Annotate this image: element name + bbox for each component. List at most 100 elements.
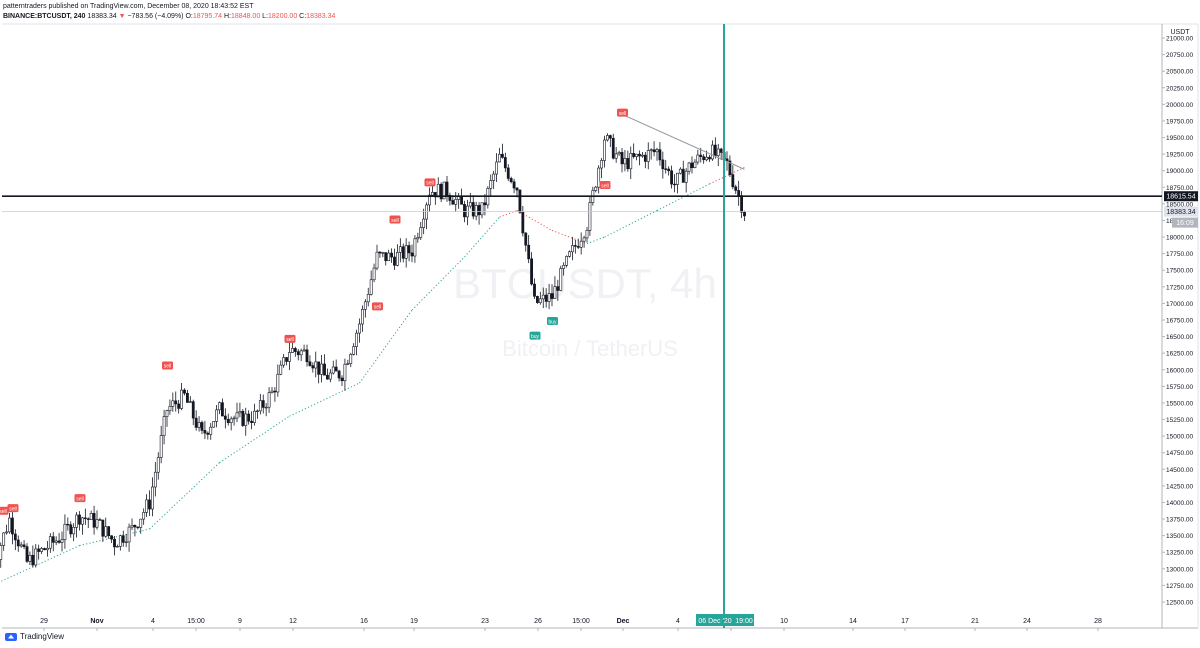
time-tick-label: 15:00 <box>572 618 590 625</box>
candle-body <box>113 538 116 548</box>
price-tick-label: 14750.00 <box>1166 450 1193 457</box>
crosshair-date-label: 06 Dec '20 <box>698 618 731 625</box>
time-tick-label: 24 <box>1023 618 1031 625</box>
sell-signal-tag <box>617 108 628 117</box>
candle-body <box>448 195 452 201</box>
candle-body <box>600 160 603 169</box>
candle-body <box>676 172 679 185</box>
candle-body <box>133 524 137 528</box>
time-tick-label: 12 <box>289 618 297 625</box>
candle-body <box>515 187 519 191</box>
candle-body <box>544 294 548 302</box>
price-tick-label: 16750.00 <box>1166 318 1193 325</box>
publisher-line: patterntraders published on TradingView.… <box>3 3 254 10</box>
candle-body <box>632 153 636 157</box>
candle-body <box>63 523 67 540</box>
candle-body <box>11 517 14 535</box>
price-tick-label: 13000.00 <box>1166 566 1193 573</box>
price-change: −783.56 (−4.09%) <box>127 13 184 20</box>
candle-body <box>124 541 128 544</box>
candle-body <box>51 536 55 543</box>
last-price-label: 18383.34 <box>1166 209 1195 216</box>
candle-body <box>328 372 332 380</box>
candle-body <box>98 519 102 521</box>
candle-body <box>737 190 741 196</box>
candle-body <box>565 256 568 266</box>
time-tick-label: 10 <box>780 618 788 625</box>
candle-body <box>174 400 178 405</box>
candle-body <box>180 389 183 409</box>
candle-body <box>468 202 472 207</box>
candle-body <box>708 156 711 160</box>
price-tick-label: 17500.00 <box>1166 268 1193 275</box>
candle-body <box>597 167 601 188</box>
candle-body <box>439 183 443 200</box>
last-price-tag <box>1164 206 1198 217</box>
price-tick-label: 17750.00 <box>1166 251 1193 258</box>
candle-body <box>372 267 376 281</box>
last-price: 18383.34 <box>87 13 117 20</box>
candle-body <box>690 162 694 168</box>
low-value: 18200.00 <box>268 13 298 20</box>
candle-body <box>743 211 746 217</box>
candle-body <box>369 279 373 295</box>
price-tick-label: 15500.00 <box>1166 400 1193 407</box>
candle-body <box>261 400 265 408</box>
candle-body <box>407 245 411 254</box>
candle-body <box>0 545 3 560</box>
low-label: L: <box>262 13 269 20</box>
candle-body <box>34 548 38 566</box>
candle-body <box>349 354 353 364</box>
candle-body <box>253 410 256 423</box>
candle-body <box>8 517 11 533</box>
buy-signal-tag <box>529 331 541 340</box>
price-axis[interactable]: 21000.00 20750.00 20500.00 20250.00 20000.00… <box>1162 36 1193 607</box>
candle-body <box>81 517 84 525</box>
time-tick-label: Dec <box>617 618 630 625</box>
candle-body <box>550 293 554 299</box>
candle-body <box>48 536 52 549</box>
candle-body <box>247 413 251 422</box>
candle-body <box>142 512 146 520</box>
time-axis[interactable]: 29Nov415:009121619232615:00Dec4710141721… <box>40 618 1102 631</box>
candle-body <box>681 168 685 183</box>
tradingview-logo[interactable]: TradingView <box>5 632 64 641</box>
candle-body <box>276 373 280 393</box>
candle-body <box>384 252 388 261</box>
price-tick-label: 13500.00 <box>1166 533 1193 540</box>
candle-body <box>203 430 207 434</box>
candle-body <box>264 406 268 409</box>
candle-body <box>731 174 735 188</box>
candle-body <box>78 514 81 525</box>
candle-body <box>471 202 475 217</box>
candle-body <box>740 195 743 213</box>
candle-body <box>296 351 300 356</box>
candle-body <box>576 246 580 248</box>
candle-body <box>626 158 630 170</box>
candle-body <box>419 227 423 238</box>
candle-body <box>396 252 399 266</box>
candle-body <box>696 154 700 163</box>
candle-body <box>477 205 481 216</box>
candle-body <box>352 346 356 355</box>
down-arrow-icon: ▼ <box>118 13 126 20</box>
signal-label-text: sell <box>426 181 434 187</box>
candle-body <box>200 422 204 431</box>
price-tick-label: 13250.00 <box>1166 550 1193 557</box>
candle-body <box>291 348 294 353</box>
candle-body <box>594 186 598 191</box>
time-tick-label: 9 <box>238 618 242 625</box>
time-tick-label: 19 <box>410 618 418 625</box>
candle-body <box>191 401 195 419</box>
candle-body <box>235 412 239 419</box>
candle-body <box>524 232 528 246</box>
candle-body <box>387 252 391 261</box>
candle-body <box>410 252 414 257</box>
candle-body <box>716 148 720 156</box>
sell-signal-tag <box>284 334 296 343</box>
candle-body <box>218 402 221 411</box>
sell-signal-tag <box>74 494 86 503</box>
sell-signal-tag <box>372 302 383 311</box>
price-tick-label: 21000.00 <box>1166 36 1193 43</box>
